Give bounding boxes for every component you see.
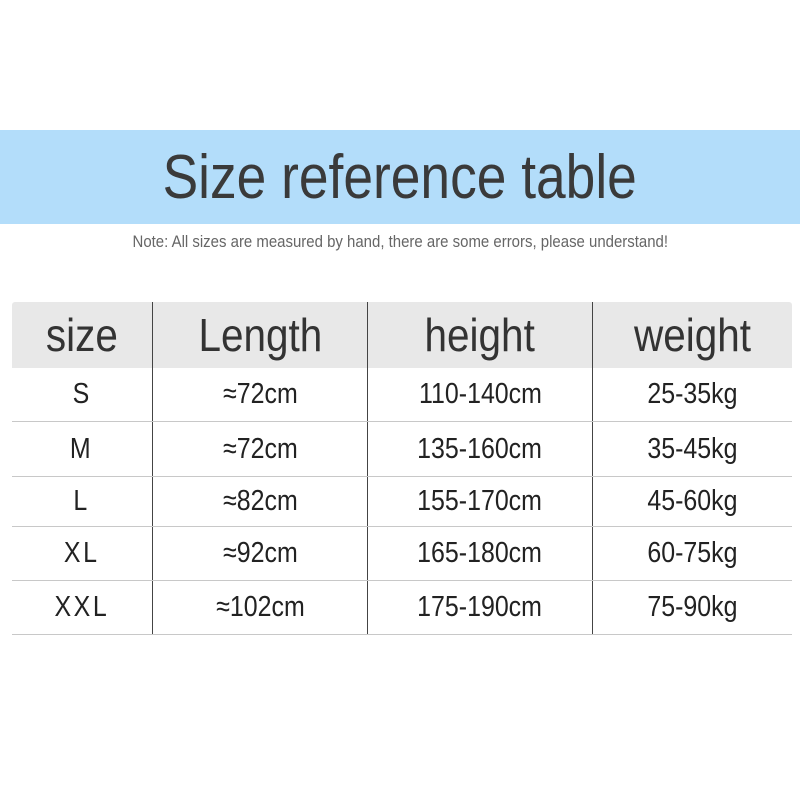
cell-value: L <box>73 485 91 517</box>
table-cell: ≈82cm <box>152 477 367 526</box>
table-cell: 35-45kg <box>592 422 792 476</box>
table-cell: 45-60kg <box>592 477 792 526</box>
cell-value: ≈72cm <box>222 432 298 465</box>
table-cell: 165-180cm <box>367 527 592 580</box>
table-row: XL ≈92cm 165-180cm 60-75kg <box>12 527 792 581</box>
table-cell: XL <box>12 527 152 580</box>
cell-value: S <box>72 378 92 410</box>
table-cell: 135-160cm <box>367 422 592 476</box>
cell-value: ≈72cm <box>222 378 298 410</box>
size-table: size Length height weight S ≈72cm 110-140c… <box>12 302 792 635</box>
note-text: Note: All sizes are measured by hand, th… <box>0 232 800 252</box>
table-cell: ≈72cm <box>152 368 367 421</box>
header-label: size <box>46 309 118 361</box>
table-cell: 155-170cm <box>367 477 592 526</box>
table-cell: 110-140cm <box>367 368 592 421</box>
cell-value: 60-75kg <box>647 537 738 569</box>
cell-value: 25-35kg <box>647 378 738 410</box>
table-cell: M <box>12 422 152 476</box>
header-label: Length <box>198 309 322 361</box>
cell-value: ≈102cm <box>215 591 305 623</box>
table-cell: 175-190cm <box>367 581 592 634</box>
cell-value: 175-190cm <box>417 591 543 623</box>
cell-value: ≈92cm <box>222 537 298 569</box>
table-cell: L <box>12 477 152 526</box>
table-cell: 60-75kg <box>592 527 792 580</box>
table-cell: 25-35kg <box>592 368 792 421</box>
table-header: size Length height weight <box>12 302 792 368</box>
header-size: size <box>12 302 152 368</box>
table-body: S ≈72cm 110-140cm 25-35kg M ≈72cm 135-160cm 35-… <box>12 368 792 635</box>
table-cell: ≈72cm <box>152 422 367 476</box>
table-cell: S <box>12 368 152 421</box>
table-cell: XXL <box>12 581 152 634</box>
cell-value: 110-140cm <box>418 378 542 410</box>
header-label: height <box>424 309 536 361</box>
header-weight: weight <box>592 302 792 368</box>
table-cell: 75-90kg <box>592 581 792 634</box>
cell-value: 155-170cm <box>417 485 543 517</box>
table-row: S ≈72cm 110-140cm 25-35kg <box>12 368 792 422</box>
table-row: XXL ≈102cm 175-190cm 75-90kg <box>12 581 792 635</box>
cell-value: 45-60kg <box>647 485 738 517</box>
table-row: L ≈82cm 155-170cm 45-60kg <box>12 477 792 527</box>
cell-value: 135-160cm <box>417 432 543 465</box>
cell-value: 75-90kg <box>647 591 738 623</box>
cell-value: XXL <box>54 591 110 623</box>
table-cell: ≈92cm <box>152 527 367 580</box>
table-cell: ≈102cm <box>152 581 367 634</box>
table-row: M ≈72cm 135-160cm 35-45kg <box>12 422 792 477</box>
cell-value: M <box>70 432 94 465</box>
title-banner: Size reference table <box>0 130 800 224</box>
cell-value: 35-45kg <box>647 432 738 465</box>
header-length: Length <box>152 302 367 368</box>
cell-value: XL <box>64 537 100 569</box>
header-label: weight <box>633 309 752 361</box>
page-title: Size reference table <box>162 142 638 212</box>
cell-value: ≈82cm <box>222 485 298 517</box>
header-height: height <box>367 302 592 368</box>
note-label: Note: All sizes are measured by hand, th… <box>132 232 668 251</box>
cell-value: 165-180cm <box>417 537 543 569</box>
